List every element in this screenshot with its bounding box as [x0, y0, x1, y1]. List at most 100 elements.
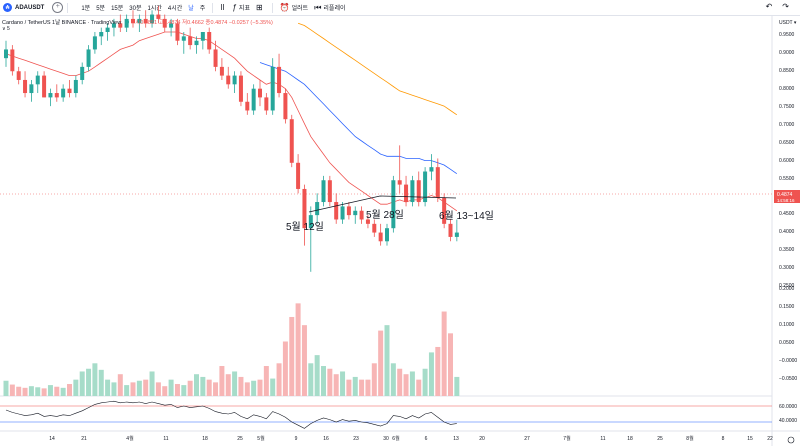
candle-body[interactable] [226, 75, 231, 85]
candle-body[interactable] [150, 14, 155, 24]
candle-body[interactable] [137, 18, 142, 24]
candle-body[interactable] [340, 206, 345, 220]
candle-body[interactable] [61, 88, 66, 98]
candle-body[interactable] [448, 223, 453, 237]
candle-body[interactable] [385, 228, 389, 242]
candle-body[interactable] [283, 93, 288, 120]
candle-body[interactable] [359, 210, 364, 220]
candle-body[interactable] [302, 188, 307, 229]
candle-body[interactable] [131, 18, 135, 24]
candle-body[interactable] [162, 18, 167, 28]
timeframe-5[interactable]: 4시간 [167, 6, 183, 12]
price-tick-label: 0.7000 [779, 122, 795, 128]
candle-body[interactable] [308, 215, 313, 229]
candle-body[interactable] [378, 232, 383, 242]
candle-body[interactable] [353, 210, 358, 216]
indicators-button[interactable]: ƒ 지표 [229, 3, 253, 12]
candle-body[interactable] [143, 18, 148, 24]
candle-body[interactable] [397, 180, 402, 185]
candle-body[interactable] [213, 49, 218, 67]
date-tick-label: 25 [657, 436, 663, 442]
candle-body[interactable] [99, 32, 104, 37]
candle-body[interactable] [23, 79, 28, 94]
timeframe-2[interactable]: 15분 [111, 6, 124, 12]
layout-button[interactable]: ⊞ [253, 3, 268, 12]
volume-bar [416, 379, 422, 396]
candle-body[interactable] [16, 71, 21, 80]
candle-body[interactable] [181, 36, 186, 41]
add-symbol-icon[interactable]: + [52, 2, 64, 13]
candle-body[interactable] [67, 88, 72, 94]
candle-body[interactable] [334, 202, 339, 220]
candle-body[interactable] [454, 232, 459, 237]
candle-body[interactable] [410, 180, 415, 203]
candle-body[interactable] [251, 88, 256, 111]
candle-body[interactable] [442, 197, 447, 224]
candle-body[interactable] [423, 171, 428, 203]
timeframe-6[interactable]: 날 [188, 6, 194, 12]
candle-body[interactable] [232, 75, 237, 85]
candle-body[interactable] [245, 101, 250, 111]
candle-body[interactable] [4, 49, 8, 59]
volume-bar [270, 378, 276, 396]
candle-body[interactable] [289, 119, 294, 163]
price-axis-unit[interactable]: USDT ▾ [779, 20, 797, 26]
candle-body[interactable] [156, 14, 161, 19]
candle-body[interactable] [42, 75, 47, 98]
candle-body[interactable] [219, 66, 224, 76]
candle-body[interactable] [80, 66, 85, 80]
candle-body[interactable] [169, 23, 174, 28]
candle-body[interactable] [296, 162, 301, 189]
candle-body[interactable] [35, 75, 40, 85]
candle-body[interactable] [429, 167, 434, 172]
candle-body[interactable] [391, 180, 396, 229]
candle-body[interactable] [200, 32, 205, 41]
timeframe-0[interactable]: 1분 [81, 6, 91, 12]
candle-body[interactable] [435, 167, 440, 198]
candle-body[interactable] [264, 97, 269, 111]
candle-body[interactable] [416, 180, 421, 203]
candle-body[interactable] [111, 23, 116, 28]
candle-body[interactable] [372, 223, 377, 233]
indicator-legend-toggle[interactable]: ∨ 5 [2, 26, 10, 32]
timeframe-1[interactable]: 5분 [96, 6, 106, 12]
candle-body[interactable] [321, 180, 326, 203]
replay-button[interactable]: ⏮ 리플레이 [311, 3, 348, 13]
timeframe-4[interactable]: 1시간 [147, 6, 162, 12]
candle-body[interactable] [118, 23, 123, 28]
candle-body[interactable] [258, 88, 262, 98]
candle-body[interactable] [277, 66, 282, 94]
candle-body[interactable] [54, 93, 59, 98]
candle-body[interactable] [270, 66, 275, 111]
chart-type-button[interactable]: ǀǀ [217, 3, 229, 12]
candle-body[interactable] [29, 84, 34, 94]
candle-body[interactable] [315, 202, 320, 216]
goto-realtime-icon[interactable] [787, 436, 795, 444]
volume-bar [130, 382, 136, 396]
candle-body[interactable] [48, 93, 53, 98]
candle-body[interactable] [365, 219, 370, 224]
candle-body[interactable] [188, 36, 193, 46]
candle-body[interactable] [175, 23, 180, 41]
undo-icon[interactable]: ↶ [765, 2, 773, 11]
timeframe-3[interactable]: 30분 [129, 6, 142, 12]
timeframe-7[interactable]: 주 [199, 6, 206, 12]
redo-icon[interactable]: ↷ [782, 2, 789, 11]
candle-body[interactable] [73, 79, 78, 94]
candle-body[interactable] [10, 49, 15, 72]
candle-body[interactable] [327, 180, 332, 203]
candle-body[interactable] [194, 40, 199, 46]
candle-body[interactable] [346, 206, 351, 216]
date-tick-label: 8 [722, 436, 725, 442]
candle-body[interactable] [404, 184, 409, 203]
candle-body[interactable] [86, 49, 91, 67]
toolbar-divider [271, 2, 273, 13]
candle-body[interactable] [238, 75, 243, 102]
candle-body[interactable] [105, 27, 110, 32]
candle-body[interactable] [207, 32, 212, 50]
symbol-selector[interactable]: ₳ ADAUSDT [3, 3, 44, 12]
alert-button[interactable]: ⏰ 얼러트 [277, 3, 312, 12]
date-tick-label: 27 [524, 436, 530, 442]
candle-body[interactable] [92, 36, 97, 50]
